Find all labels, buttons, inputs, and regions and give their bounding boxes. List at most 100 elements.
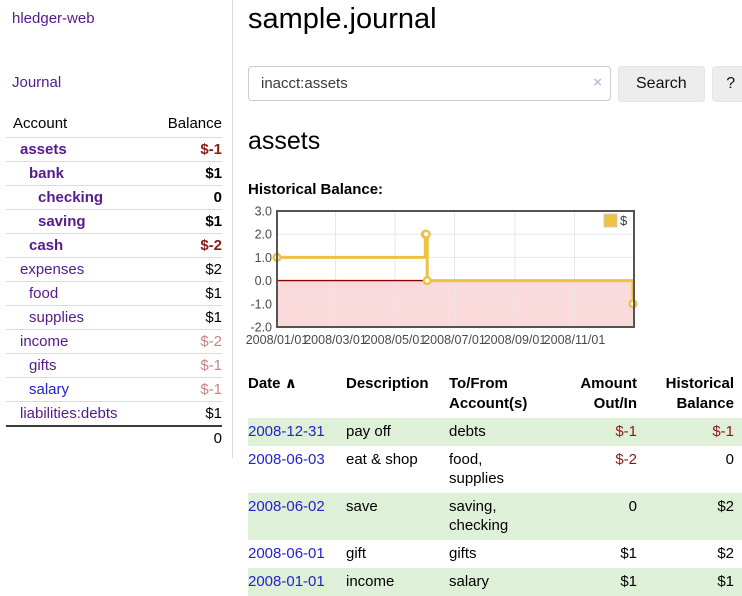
- help-button[interactable]: ?: [711, 66, 742, 103]
- account-balance: $1: [205, 213, 222, 230]
- transaction-amount: $1: [620, 544, 637, 562]
- transaction-accounts: debts: [449, 417, 549, 446]
- main-content: sample.journal × Search ? assets Histori…: [233, 0, 742, 596]
- accounts-table-header: Account Balance: [6, 111, 222, 137]
- account-link[interactable]: assets: [20, 141, 67, 158]
- transaction-date-link[interactable]: 2008-12-31: [248, 422, 325, 440]
- plot-border: [276, 209, 635, 328]
- transaction-accounts: saving, checking: [449, 492, 549, 540]
- transaction-date-link[interactable]: 2008-06-02: [248, 497, 325, 515]
- account-row: food $1: [6, 281, 222, 305]
- accounts-column-header: To/From Account(s): [449, 374, 528, 412]
- y-tick-label: 3.0: [255, 204, 272, 218]
- account-link[interactable]: gifts: [29, 357, 57, 374]
- accounts-total-row: 0: [6, 425, 222, 450]
- account-row: supplies $1: [6, 305, 222, 329]
- accounts-total-value: 0: [213, 430, 222, 447]
- account-link[interactable]: liabilities:debts: [20, 405, 118, 422]
- x-tick-label: 2008/09/01: [484, 333, 547, 347]
- data-point-marker: [422, 275, 432, 286]
- transaction-balance: $2: [645, 492, 742, 540]
- account-link[interactable]: bank: [29, 165, 65, 182]
- transaction-amount: $-2: [615, 450, 637, 468]
- x-tick-label: 2008/05/01: [364, 333, 427, 347]
- account-row: cash $-2: [6, 233, 222, 257]
- account-link[interactable]: saving: [38, 213, 86, 230]
- account-balance: $1: [205, 405, 222, 422]
- transaction-date-link[interactable]: 2008-06-01: [248, 544, 325, 562]
- account-row: liabilities:debts $1: [6, 401, 222, 425]
- sidebar: hledger-web Journal Account Balance asse…: [0, 0, 233, 458]
- y-tick-label: 1.0: [255, 251, 272, 265]
- transaction-row[interactable]: 2008-06-03 eat & shop food, supplies $-2…: [248, 446, 742, 493]
- account-row: expenses $2: [6, 257, 222, 281]
- sort-ascending-icon: ∧: [284, 374, 297, 392]
- search-button[interactable]: Search: [618, 66, 705, 103]
- legend-swatch: [603, 213, 618, 228]
- account-row: gifts $-1: [6, 353, 222, 377]
- account-link[interactable]: checking: [38, 189, 104, 206]
- balance-column-header-main: Historical Balance: [665, 374, 734, 412]
- transaction-amount: 0: [549, 492, 645, 540]
- account-link[interactable]: expenses: [20, 261, 85, 278]
- description-column-header: Description: [346, 374, 429, 392]
- account-balance: $-1: [200, 141, 222, 158]
- sidebar-item-journal[interactable]: Journal: [12, 74, 62, 91]
- account-link[interactable]: supplies: [29, 309, 85, 326]
- transaction-row[interactable]: 2008-06-02 save saving, checking 0 $2: [248, 492, 742, 540]
- transactions-header-row: Date ∧ Description To/From Account(s) Am…: [248, 370, 742, 418]
- transaction-date-link[interactable]: 2008-06-03: [248, 450, 325, 468]
- clear-search-icon[interactable]: ×: [593, 74, 602, 92]
- balance-column-header: Balance: [167, 115, 222, 132]
- transaction-row[interactable]: 2008-12-31 pay off debts $-1 $-1: [248, 417, 742, 446]
- y-tick-label: -2.0: [250, 320, 272, 334]
- account-heading: assets: [248, 127, 321, 156]
- transaction-balance: $-1: [645, 417, 742, 446]
- y-tick-label: 0.0: [255, 274, 272, 288]
- account-row: bank $1: [6, 161, 222, 185]
- date-column-header[interactable]: Date ∧: [248, 374, 297, 392]
- transaction-accounts: gifts: [449, 544, 477, 562]
- account-balance: $-2: [200, 237, 222, 254]
- historical-balance-chart[interactable]: $3.0 2.0 1.0 0.0 -1.0 -2.02008/01/012008/03/0…: [246, 204, 742, 349]
- search-form: × Search ?: [248, 66, 742, 103]
- transaction-row[interactable]: 2008-06-01 gift gifts $1 $2: [248, 540, 742, 568]
- data-point-marker: [421, 229, 431, 239]
- account-balance: $-1: [200, 381, 222, 398]
- search-input[interactable]: [248, 66, 611, 102]
- account-balance: $1: [205, 285, 222, 302]
- y-tick-label: 2.0: [255, 228, 272, 242]
- account-balance: 0: [213, 189, 222, 206]
- x-tick-label: 2008/03/01: [304, 333, 367, 347]
- account-link[interactable]: food: [29, 285, 59, 302]
- account-row: income $-2: [6, 329, 222, 353]
- transaction-balance: 0: [725, 450, 734, 468]
- y-tick-label: -1.0: [250, 297, 272, 311]
- x-tick-label: 2008/07/01: [423, 333, 486, 347]
- account-list: assets $-1 bank $1 checking 0 saving $1 …: [6, 137, 222, 425]
- transactions-table: Date ∧ Description To/From Account(s) Am…: [248, 370, 742, 596]
- x-tick-label: 2008/01/01: [246, 333, 309, 347]
- account-balance: $2: [205, 261, 222, 278]
- account-balance: $1: [205, 165, 222, 182]
- chart-title: Historical Balance:: [248, 180, 384, 198]
- account-row: checking 0: [6, 185, 222, 209]
- account-link[interactable]: income: [20, 333, 69, 350]
- legend-label: $: [620, 213, 628, 228]
- amount-column-header: Amount Out/In: [580, 374, 637, 412]
- transaction-description: save: [346, 492, 449, 540]
- transaction-description: pay off: [346, 417, 449, 446]
- account-column-header: Account: [13, 115, 68, 132]
- account-link[interactable]: salary: [29, 381, 70, 398]
- transaction-date-link[interactable]: 2008-01-01: [248, 572, 325, 590]
- account-balance: $-1: [200, 357, 222, 374]
- account-row: saving $1: [6, 209, 222, 233]
- transaction-accounts: food, supplies: [449, 450, 505, 487]
- account-link[interactable]: cash: [29, 237, 64, 254]
- app-title-link[interactable]: hledger-web: [12, 10, 95, 27]
- transaction-amount: $-1: [549, 417, 645, 446]
- account-row: salary $-1: [6, 377, 222, 401]
- transaction-balance: $2: [717, 544, 734, 562]
- account-balance: $1: [205, 309, 222, 326]
- page-title: sample.journal: [248, 3, 437, 35]
